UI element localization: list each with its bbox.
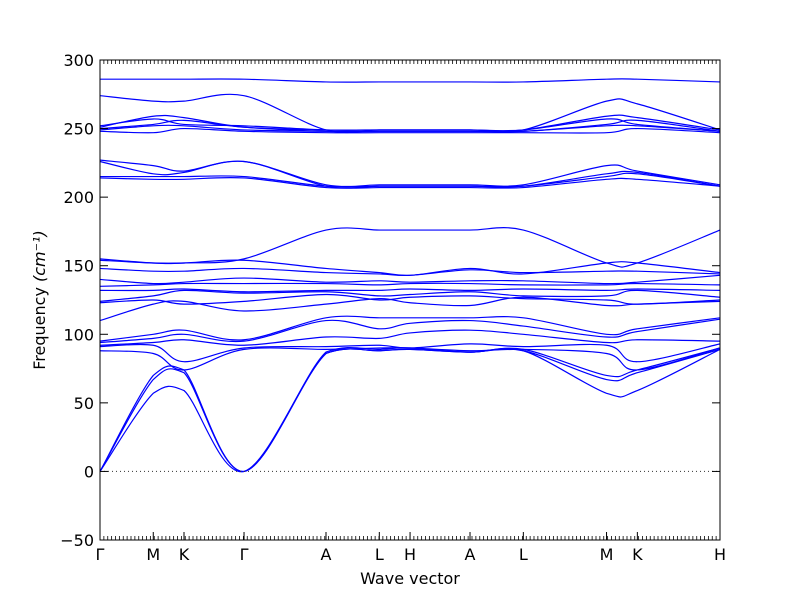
y-tick-label: 150	[63, 257, 94, 276]
y-axis-label: Frequency (cm⁻¹)	[30, 230, 49, 369]
branch-line-13	[99, 282, 721, 287]
y-tick-label: 200	[63, 188, 94, 207]
branch-line-9	[99, 296, 721, 322]
branch-line-3	[99, 346, 721, 473]
x-tick-label-4: Γ	[240, 545, 249, 564]
branch-line-18	[99, 176, 721, 189]
y-tick-label: 0	[84, 462, 94, 481]
y-axis-label-unit: (cm⁻¹)	[30, 230, 49, 282]
branch-line-6	[99, 329, 721, 346]
x-tick-label-12: H	[714, 545, 726, 564]
x-tick-label-10: M	[600, 545, 614, 564]
branch-line-10	[99, 293, 721, 305]
x-tick-label-8: A	[465, 545, 476, 564]
branch-line-7	[99, 318, 721, 344]
axes	[99, 59, 721, 541]
branch-line-2	[99, 348, 721, 473]
x-tick-label-3: K	[179, 545, 190, 564]
branch-line-20	[99, 160, 721, 189]
branch-lines	[99, 78, 721, 473]
branch-line-14	[99, 274, 721, 285]
y-tick-label: 100	[63, 325, 94, 344]
branch-line-21	[99, 159, 721, 188]
x-tick-label-7: H	[404, 545, 416, 564]
x-tick-label-9: L	[519, 545, 528, 564]
branch-line-24	[99, 119, 721, 133]
y-tick-label: 300	[63, 51, 94, 70]
x-tick-label-6: L	[375, 545, 384, 564]
branch-line-12	[99, 288, 721, 293]
y-tick-label: 50	[74, 394, 94, 413]
y-tick-label: −50	[60, 531, 94, 550]
y-axis-label-text: Frequency	[30, 287, 49, 370]
branch-line-17	[99, 227, 721, 268]
x-axis-label: Wave vector	[360, 569, 460, 588]
branch-line-5	[99, 343, 721, 363]
branch-line-8	[99, 315, 721, 342]
branch-line-28	[100, 78, 721, 83]
branch-line-11	[99, 289, 721, 302]
branch-line-27	[99, 93, 721, 134]
branch-line-4	[99, 347, 721, 371]
x-tick-label-11: K	[632, 545, 643, 564]
y-tick-label: 250	[63, 120, 94, 139]
x-tick-label-2: M	[146, 545, 160, 564]
x-tick-label-5: A	[321, 545, 332, 564]
x-tick-label-1: Γ	[96, 545, 105, 564]
branch-line-22	[99, 127, 721, 134]
